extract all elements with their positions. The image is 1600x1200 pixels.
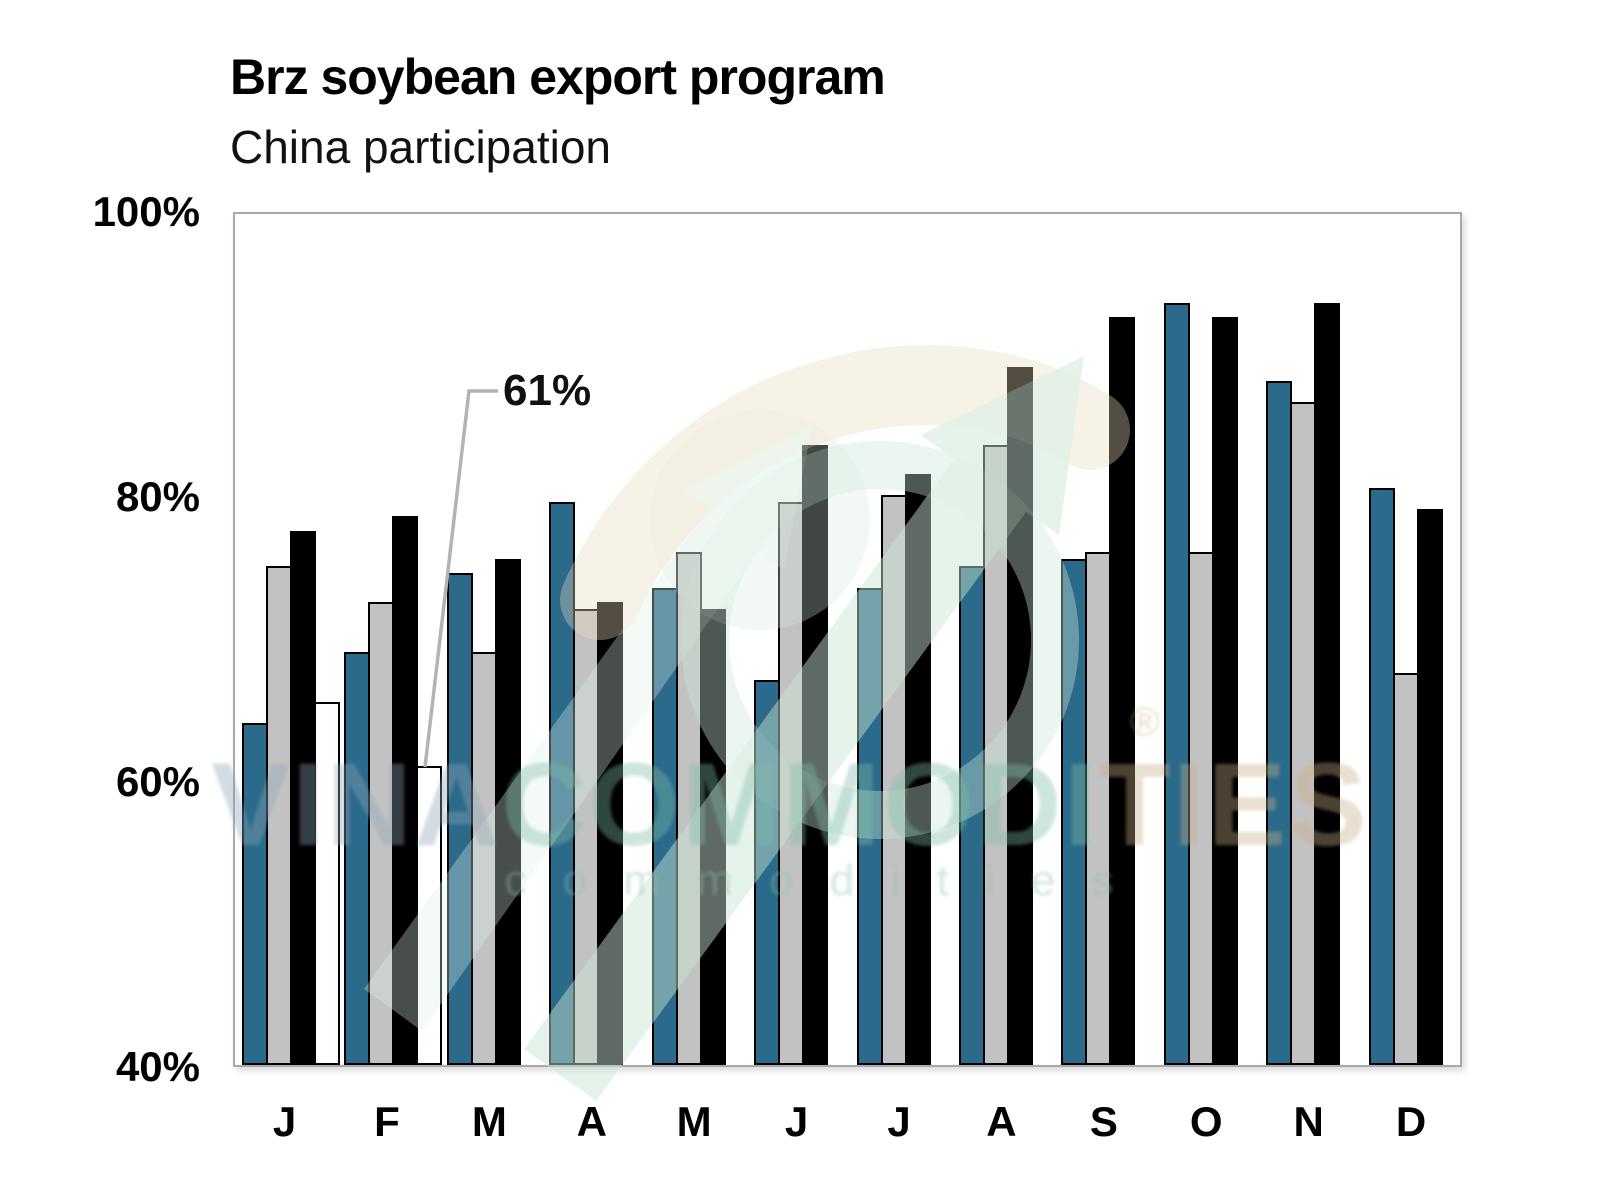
bar-black-M4	[699, 609, 726, 1065]
bar-blue-A3	[549, 502, 576, 1065]
y-axis-label: 100%	[92, 188, 200, 235]
x-axis-label: A	[576, 1098, 607, 1145]
x-axis-label: J	[272, 1098, 297, 1145]
bar-blue-O9	[1163, 302, 1190, 1065]
x-axis-label: D	[1395, 1098, 1427, 1145]
bar-gray-N10	[1290, 402, 1317, 1065]
bar-blue-M2	[446, 573, 473, 1065]
x-axis-label: O	[1189, 1098, 1223, 1145]
bar-blue-F1	[344, 651, 371, 1065]
bar-black-M2	[494, 559, 521, 1065]
x-axis-label: F	[374, 1098, 400, 1145]
bar-blue-S8	[1061, 559, 1088, 1065]
plot-area	[233, 212, 1462, 1067]
x-axis-label: J	[784, 1098, 809, 1145]
bar-gray-S8	[1085, 552, 1112, 1065]
bar-gray-J0	[266, 566, 292, 1065]
x-axis-label: N	[1293, 1098, 1324, 1145]
bar-blue-J5	[754, 680, 781, 1065]
bar-gray-O9	[1187, 552, 1214, 1065]
bar-blue-D11	[1368, 487, 1395, 1065]
annotation-label: 61%	[503, 366, 592, 415]
bar-gray-M4	[675, 552, 702, 1065]
chart-subtitle: China participation	[230, 121, 612, 173]
bar-gray-J5	[778, 502, 805, 1065]
y-axis-label: 60%	[115, 758, 200, 805]
bar-black-D11	[1416, 509, 1443, 1065]
bar-black-F1	[392, 516, 419, 1065]
bar-blue-N10	[1266, 381, 1293, 1065]
bar-black-N10	[1314, 302, 1341, 1065]
bar-gray-F1	[368, 601, 395, 1065]
bar-gray-M2	[470, 651, 497, 1065]
bar-blue-M4	[651, 587, 678, 1065]
bar-gray-A3	[573, 609, 600, 1065]
bar-gray-D11	[1392, 673, 1419, 1065]
x-axis-label: A	[986, 1098, 1017, 1145]
bar-black-J6	[904, 473, 931, 1065]
bar-black-S8	[1109, 316, 1136, 1065]
x-axis-label: J	[887, 1098, 911, 1145]
bar-black-A7	[1006, 366, 1033, 1065]
x-axis-label: M	[471, 1098, 507, 1145]
bar-gray-A7	[982, 445, 1009, 1065]
y-axis-label: 40%	[115, 1043, 200, 1090]
bar-white-J0	[314, 701, 340, 1065]
x-axis-label: M	[676, 1098, 712, 1145]
bar-white-F1	[416, 765, 443, 1065]
y-axis-label: 80%	[115, 473, 200, 520]
chart-title: Brz soybean export program	[230, 49, 886, 105]
bar-gray-J6	[880, 495, 907, 1065]
bar-black-O9	[1211, 316, 1238, 1065]
x-axis-label: S	[1089, 1098, 1118, 1145]
bar-blue-J0	[242, 723, 268, 1065]
bar-black-A3	[597, 601, 624, 1065]
bar-blue-J6	[856, 587, 883, 1065]
bar-black-J0	[290, 530, 316, 1065]
bar-blue-A7	[958, 566, 985, 1065]
bar-black-J5	[802, 445, 829, 1065]
